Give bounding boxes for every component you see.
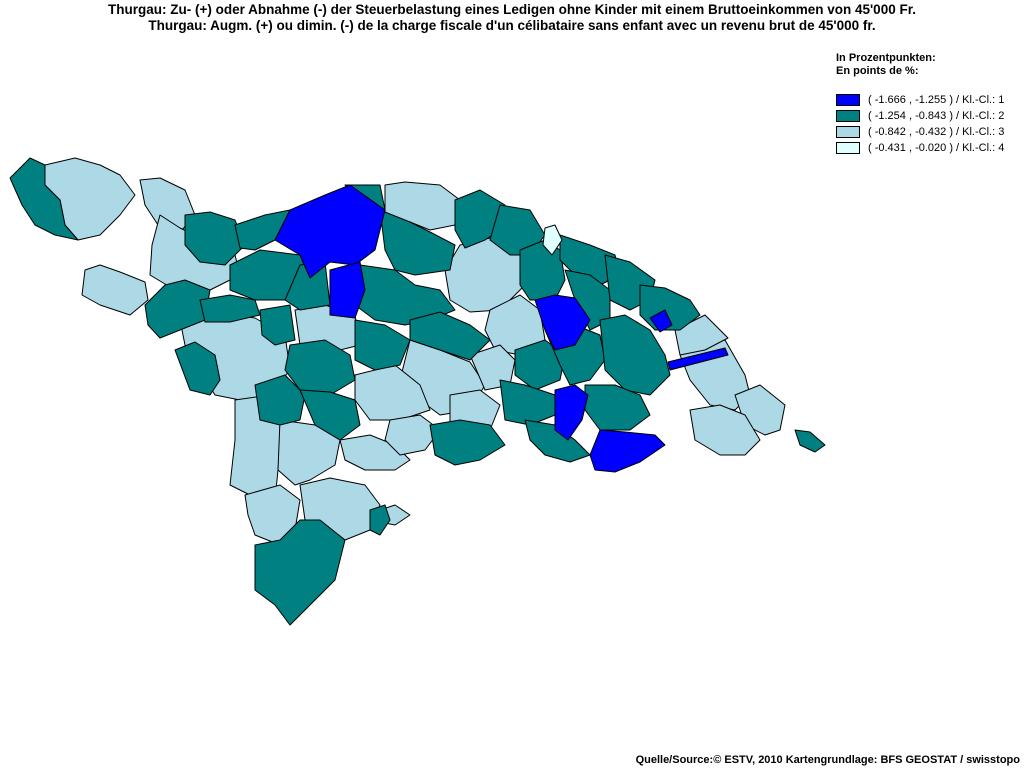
- map-region: [514, 339, 566, 391]
- map-region: [329, 261, 366, 319]
- map-region: [589, 429, 666, 473]
- legend-item-class-1: ( -1.666 , -1.255 ) / Kl.-Cl.: 1: [836, 93, 1004, 107]
- map-region: [794, 429, 826, 453]
- map-region: [254, 519, 346, 626]
- map-region: [667, 347, 729, 371]
- map-title-fr: Thurgau: Augm. (+) ou dimin. (-) de la c…: [148, 18, 876, 33]
- map-region: [499, 379, 556, 426]
- legend-label-class-2: ( -1.254 , -0.843 ) / Kl.-Cl.: 2: [868, 110, 1005, 122]
- map-region: [649, 309, 673, 333]
- map-region: [339, 434, 411, 471]
- legend-unit-de: In Prozentpunkten:: [836, 52, 936, 64]
- map-region: [542, 224, 563, 256]
- map-region: [534, 294, 591, 351]
- map-region: [554, 384, 589, 441]
- map-region: [674, 314, 729, 356]
- map-region: [429, 419, 506, 466]
- map-region: [354, 364, 431, 421]
- legend-item-class-4: ( -0.431 , -0.020 ) / Kl.-Cl.: 4: [836, 141, 1004, 155]
- map-region: [184, 211, 246, 266]
- legend-swatch-class-4: [836, 142, 860, 154]
- map-region: [259, 304, 296, 346]
- map-region: [174, 341, 221, 396]
- legend-item-class-2: ( -1.254 , -0.843 ) / Kl.-Cl.: 2: [836, 109, 1004, 123]
- map-region: [254, 374, 306, 426]
- legend-unit-fr: En points de %:: [836, 65, 919, 77]
- map-region: [9, 157, 79, 241]
- legend-swatch-class-3: [836, 126, 860, 138]
- map-region: [599, 314, 671, 396]
- map-region: [81, 264, 149, 316]
- map-region: [379, 209, 456, 276]
- map-region: [284, 339, 356, 396]
- map-region: [369, 504, 391, 536]
- map-region: [354, 319, 411, 371]
- map-region: [299, 389, 361, 441]
- legend-label-class-3: ( -0.842 , -0.432 ) / Kl.-Cl.: 3: [868, 126, 1005, 138]
- map-region: [689, 404, 761, 456]
- map-region: [469, 344, 516, 391]
- legend-swatch-class-1: [836, 94, 860, 106]
- legend-label-class-1: ( -1.666 , -1.255 ) / Kl.-Cl.: 1: [868, 94, 1005, 106]
- map-title-de: Thurgau: Zu- (+) oder Abnahme (-) der St…: [108, 2, 916, 17]
- map-region: [584, 384, 651, 431]
- map-region: [409, 311, 491, 361]
- map-region: [519, 239, 566, 301]
- legend-item-class-3: ( -0.842 , -0.432 ) / Kl.-Cl.: 3: [836, 125, 1004, 139]
- source-credit: Quelle/Source:© ESTV, 2010 Kartengrundla…: [635, 754, 1020, 766]
- legend-label-class-4: ( -0.431 , -0.020 ) / Kl.-Cl.: 4: [868, 142, 1005, 154]
- legend-swatch-class-2: [836, 110, 860, 122]
- map-region: [384, 414, 441, 456]
